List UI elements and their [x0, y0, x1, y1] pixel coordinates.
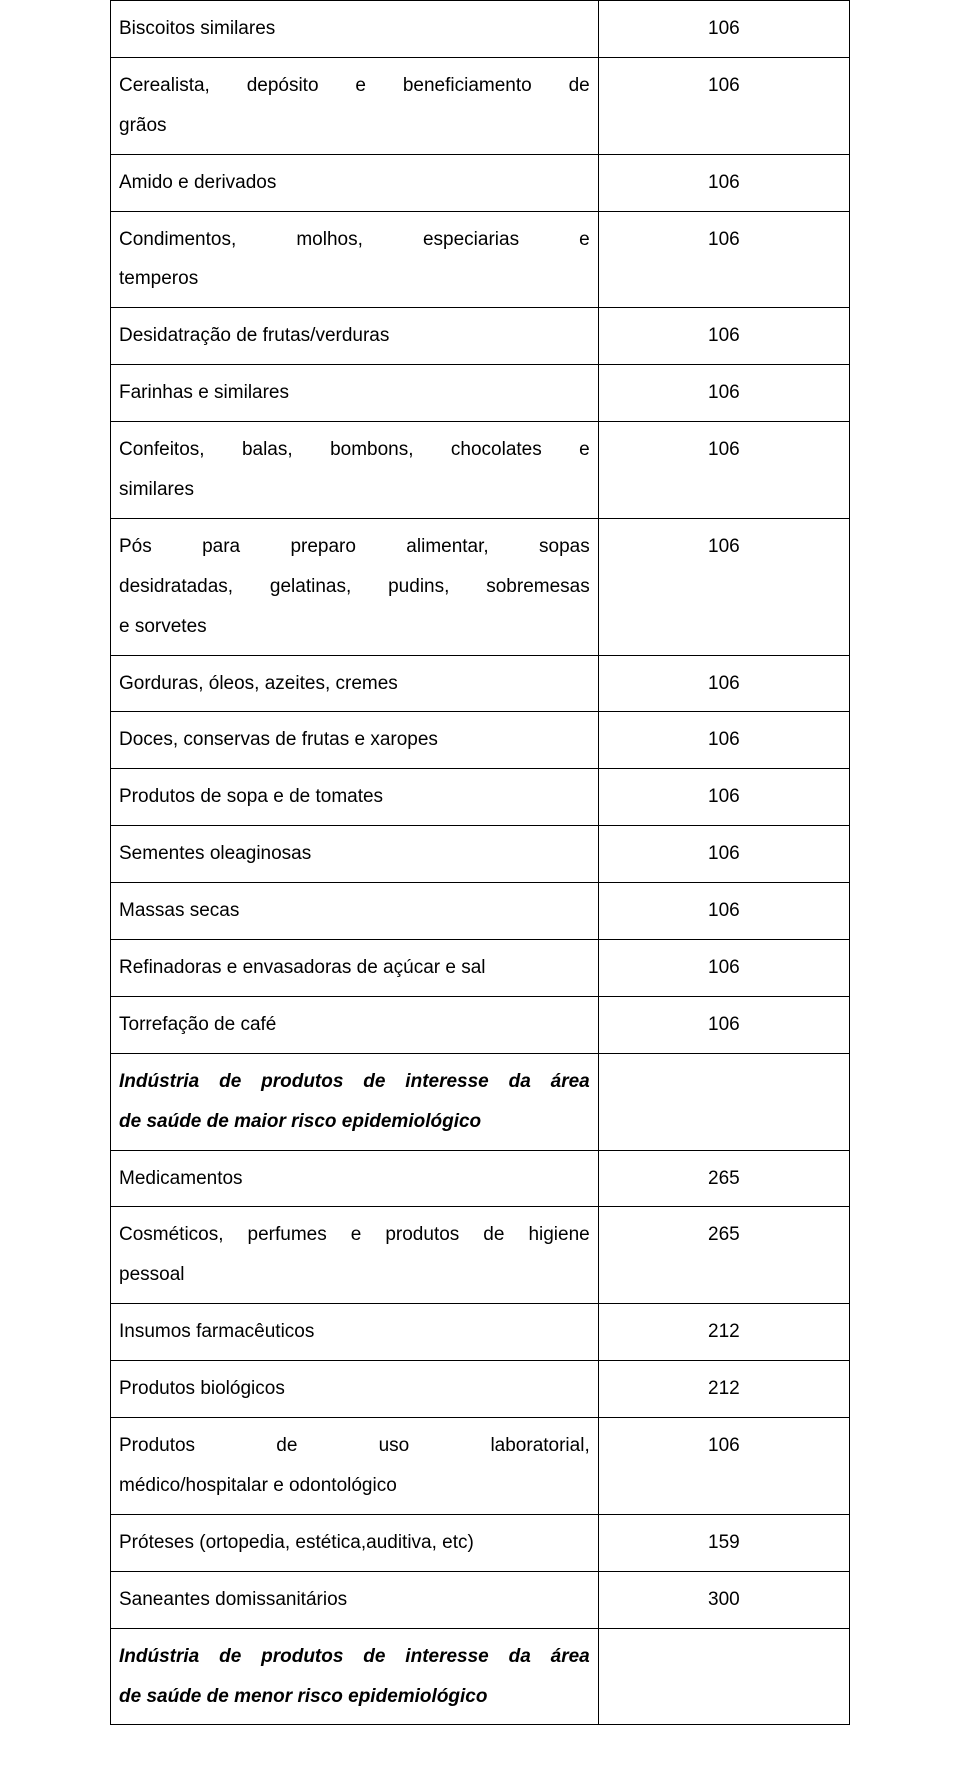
table-cell-left: Farinhas e similares — [111, 365, 599, 422]
table-cell-right: 106 — [598, 769, 849, 826]
table-cell-left: Indústria de produtos de interesse da ár… — [111, 1053, 599, 1150]
table-cell-line: Confeitos, balas, bombons, chocolates e — [119, 430, 590, 470]
table-cell-right: 106 — [598, 826, 849, 883]
table-cell-line: Indústria de produtos de interesse da ár… — [119, 1637, 590, 1677]
table-cell-left: Produtos de sopa e de tomates — [111, 769, 599, 826]
table-row: Insumos farmacêuticos212 — [111, 1304, 850, 1361]
table-cell-left: Insumos farmacêuticos — [111, 1304, 599, 1361]
table-row: Confeitos, balas, bombons, chocolates es… — [111, 422, 850, 519]
table-row: Amido e derivados106 — [111, 154, 850, 211]
table-cell-line: desidratadas, gelatinas, pudins, sobreme… — [119, 567, 590, 607]
table-cell-left: Torrefação de café — [111, 996, 599, 1053]
table-cell-line: médico/hospitalar e odontológico — [119, 1466, 590, 1506]
table-cell-right: 106 — [598, 154, 849, 211]
table-cell-right: 106 — [598, 518, 849, 655]
table-cell-line: Produtos de uso laboratorial, — [119, 1426, 590, 1466]
table-row: Doces, conservas de frutas e xaropes106 — [111, 712, 850, 769]
product-table: Biscoitos similares106Cerealista, depósi… — [110, 0, 850, 1725]
table-cell-right: 106 — [598, 57, 849, 154]
table-cell-right: 106 — [598, 655, 849, 712]
table-row: Desidatração de frutas/verduras106 — [111, 308, 850, 365]
table-cell-right: 106 — [598, 1, 849, 58]
table-cell-left: Refinadoras e envasadoras de açúcar e sa… — [111, 940, 599, 997]
table-cell-right: 159 — [598, 1514, 849, 1571]
table-cell-right: 106 — [598, 940, 849, 997]
document-page: Biscoitos similares106Cerealista, depósi… — [0, 0, 960, 1765]
table-row: Gorduras, óleos, azeites, cremes106 — [111, 655, 850, 712]
table-cell-right — [598, 1628, 849, 1725]
table-row: Indústria de produtos de interesse da ár… — [111, 1053, 850, 1150]
table-cell-line: Cerealista, depósito e beneficiamento de — [119, 66, 590, 106]
table-cell-left: Cosméticos, perfumes e produtos de higie… — [111, 1207, 599, 1304]
table-cell-line: e sorvetes — [119, 607, 590, 647]
table-row: Produtos biológicos212 — [111, 1361, 850, 1418]
table-row: Próteses (ortopedia, estética,auditiva, … — [111, 1514, 850, 1571]
table-row: Medicamentos265 — [111, 1150, 850, 1207]
table-cell-right: 106 — [598, 712, 849, 769]
table-cell-right: 106 — [598, 308, 849, 365]
table-row: Biscoitos similares106 — [111, 1, 850, 58]
table-cell-left: Doces, conservas de frutas e xaropes — [111, 712, 599, 769]
table-cell-left: Condimentos, molhos, especiarias etemper… — [111, 211, 599, 308]
table-cell-line: de saúde de menor risco epidemiológico — [119, 1677, 590, 1717]
table-body: Biscoitos similares106Cerealista, depósi… — [111, 1, 850, 1725]
table-cell-right: 212 — [598, 1361, 849, 1418]
table-cell-left: Próteses (ortopedia, estética,auditiva, … — [111, 1514, 599, 1571]
table-cell-line: Cosméticos, perfumes e produtos de higie… — [119, 1215, 590, 1255]
table-cell-right: 106 — [598, 422, 849, 519]
table-cell-line: Condimentos, molhos, especiarias e — [119, 220, 590, 260]
table-cell-right: 106 — [598, 365, 849, 422]
table-cell-line: grãos — [119, 106, 590, 146]
table-cell-left: Indústria de produtos de interesse da ár… — [111, 1628, 599, 1725]
table-row: Cerealista, depósito e beneficiamento de… — [111, 57, 850, 154]
table-cell-left: Biscoitos similares — [111, 1, 599, 58]
table-cell-left: Produtos de uso laboratorial,médico/hosp… — [111, 1418, 599, 1515]
table-cell-right: 106 — [598, 1418, 849, 1515]
table-cell-right: 212 — [598, 1304, 849, 1361]
table-cell-right: 265 — [598, 1207, 849, 1304]
table-cell-left: Medicamentos — [111, 1150, 599, 1207]
table-cell-right: 265 — [598, 1150, 849, 1207]
table-cell-left: Massas secas — [111, 883, 599, 940]
table-cell-line: pessoal — [119, 1255, 590, 1295]
table-cell-left: Saneantes domissanitários — [111, 1571, 599, 1628]
table-cell-left: Gorduras, óleos, azeites, cremes — [111, 655, 599, 712]
table-cell-left: Pós para preparo alimentar, sopasdesidra… — [111, 518, 599, 655]
table-row: Produtos de uso laboratorial,médico/hosp… — [111, 1418, 850, 1515]
table-cell-right: 106 — [598, 211, 849, 308]
table-cell-line: Indústria de produtos de interesse da ár… — [119, 1062, 590, 1102]
table-cell-line: de saúde de maior risco epidemiológico — [119, 1102, 590, 1142]
table-row: Pós para preparo alimentar, sopasdesidra… — [111, 518, 850, 655]
table-row: Cosméticos, perfumes e produtos de higie… — [111, 1207, 850, 1304]
table-cell-right: 300 — [598, 1571, 849, 1628]
table-row: Massas secas106 — [111, 883, 850, 940]
table-row: Indústria de produtos de interesse da ár… — [111, 1628, 850, 1725]
table-cell-line: temperos — [119, 259, 590, 299]
table-cell-left: Amido e derivados — [111, 154, 599, 211]
table-cell-left: Sementes oleaginosas — [111, 826, 599, 883]
table-cell-right — [598, 1053, 849, 1150]
table-row: Farinhas e similares106 — [111, 365, 850, 422]
table-cell-line: similares — [119, 470, 590, 510]
table-cell-left: Cerealista, depósito e beneficiamento de… — [111, 57, 599, 154]
table-cell-left: Confeitos, balas, bombons, chocolates es… — [111, 422, 599, 519]
table-cell-right: 106 — [598, 883, 849, 940]
table-row: Sementes oleaginosas106 — [111, 826, 850, 883]
table-cell-line: Pós para preparo alimentar, sopas — [119, 527, 590, 567]
table-row: Produtos de sopa e de tomates106 — [111, 769, 850, 826]
table-row: Condimentos, molhos, especiarias etemper… — [111, 211, 850, 308]
table-cell-left: Desidatração de frutas/verduras — [111, 308, 599, 365]
table-row: Torrefação de café106 — [111, 996, 850, 1053]
table-cell-left: Produtos biológicos — [111, 1361, 599, 1418]
table-cell-right: 106 — [598, 996, 849, 1053]
table-row: Saneantes domissanitários300 — [111, 1571, 850, 1628]
table-row: Refinadoras e envasadoras de açúcar e sa… — [111, 940, 850, 997]
